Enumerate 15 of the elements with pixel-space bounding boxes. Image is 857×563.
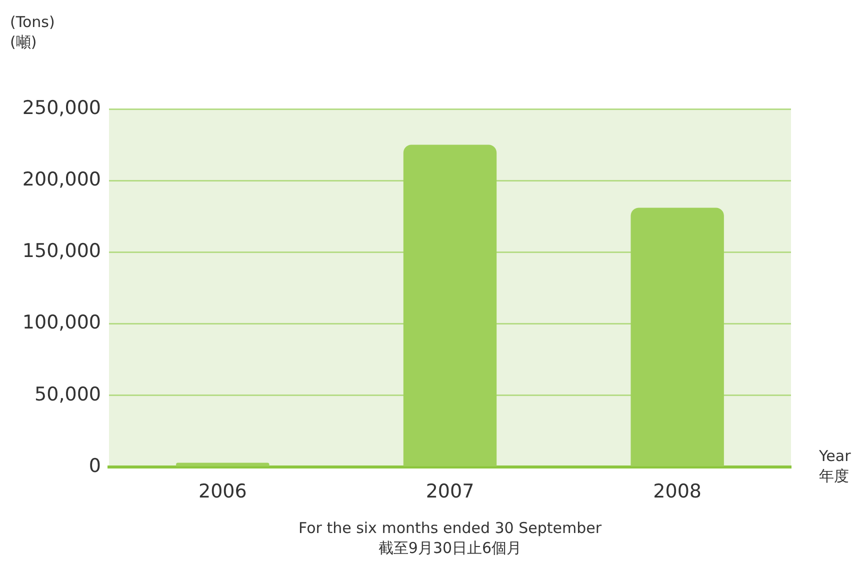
x-tick-label: 2008	[653, 480, 702, 502]
y-tick-label: 250,000	[22, 96, 101, 119]
y-tick-label: 100,000	[22, 312, 101, 334]
y-tick-label: 150,000	[22, 240, 101, 262]
y-tick-label: 0	[88, 454, 101, 477]
x-axis-title: Year 年度	[819, 446, 851, 486]
x-tick-label: 2007	[426, 480, 474, 502]
bar	[630, 208, 724, 466]
y-axis-title: (Tons) (噸)	[10, 12, 55, 52]
y-tick-label: 50,000	[34, 383, 101, 406]
text: For the six months ended 30 September 截至9月30日止6個月	[297, 518, 603, 558]
x-tick-label: 2006	[198, 480, 247, 502]
bar	[176, 462, 270, 466]
bar	[403, 144, 497, 466]
y-tick-label: 200,000	[22, 168, 101, 191]
